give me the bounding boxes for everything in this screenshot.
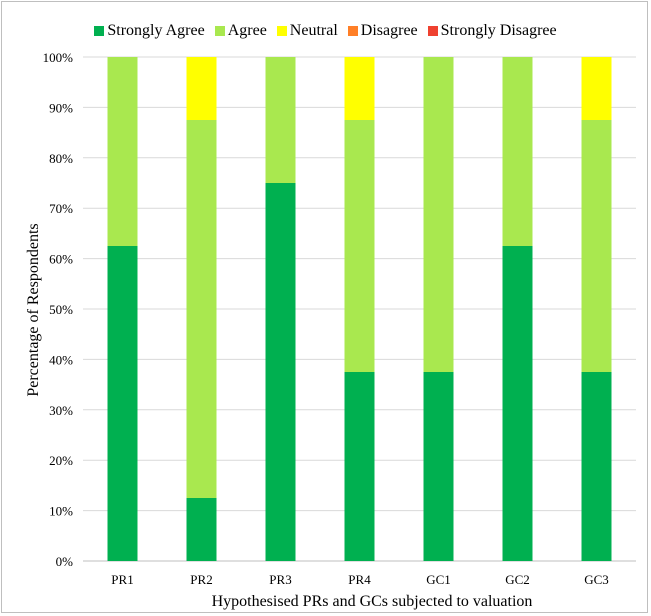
x-tick-label: GC1 — [426, 572, 451, 587]
bar-segment-neutral — [186, 57, 217, 120]
bar-segment-strongly-agree — [265, 183, 296, 561]
x-tick-label: PR2 — [190, 572, 212, 587]
legend-item: Strongly Disagree — [427, 22, 557, 40]
y-tick-labels: 0% 10% 20% 30% 40% 50% 60% 70% 80% 90% 100% — [43, 50, 74, 569]
legend-item: Disagree — [347, 22, 418, 40]
x-tick-label: GC3 — [584, 572, 609, 587]
y-tick-label: 40% — [49, 352, 73, 367]
y-tick-label: 60% — [49, 252, 73, 267]
y-tick-label: 90% — [49, 100, 73, 115]
y-tick-label: 70% — [49, 201, 73, 216]
x-tick-label: PR4 — [348, 572, 371, 587]
legend-swatch — [214, 26, 225, 36]
bar-segment-agree — [186, 120, 217, 498]
y-tick-label: 20% — [49, 453, 73, 468]
x-tick-labels: PR1 PR2 PR3 PR4 GC1 GC2 GC3 — [111, 572, 608, 587]
bar-segment-agree — [502, 57, 533, 246]
legend-swatch — [276, 26, 287, 36]
bar-segment-agree — [265, 57, 296, 183]
x-axis-label: Hypothesised PRs and GCs subjected to va… — [212, 593, 533, 610]
x-tick-label: PR3 — [269, 572, 291, 587]
bars — [107, 57, 612, 561]
legend-swatch — [427, 26, 438, 36]
bar-segment-strongly-agree — [344, 372, 375, 561]
legend-label: Neutral — [289, 22, 338, 39]
y-tick-label: 10% — [49, 504, 73, 519]
bar-segment-strongly-agree — [581, 372, 612, 561]
bar-segment-agree — [344, 120, 375, 372]
bar-segment-strongly-agree — [502, 246, 533, 561]
legend-item: Strongly Agree — [94, 22, 205, 40]
x-tick-label: GC2 — [505, 572, 530, 587]
legend-item: Agree — [214, 22, 267, 40]
bar-segment-neutral — [344, 57, 375, 120]
y-tick-label: 100% — [43, 50, 74, 65]
legend-label: Strongly Agree — [107, 22, 205, 39]
x-tick-label: PR1 — [111, 572, 133, 587]
bar-segment-agree — [581, 120, 612, 372]
legend-label: Strongly Disagree — [440, 22, 557, 39]
legend-swatch — [347, 26, 358, 36]
bar-segment-agree — [423, 57, 454, 372]
legend-swatch — [94, 26, 105, 36]
y-tick-label: 30% — [49, 403, 73, 418]
y-tick-label: 0% — [56, 554, 74, 569]
bar-segment-strongly-agree — [423, 372, 454, 561]
chart-legend: Strongly Agree Agree Neutral Disagree Strong… — [0, 20, 651, 42]
bar-segment-agree — [107, 57, 138, 246]
bar-segment-strongly-agree — [186, 498, 217, 561]
legend-label: Disagree — [360, 22, 418, 39]
legend-item: Neutral — [276, 22, 338, 40]
y-tick-label: 80% — [49, 151, 73, 166]
y-axis-label: Percentage of Respondents — [25, 223, 42, 396]
y-tick-label: 50% — [49, 302, 73, 317]
bar-segment-neutral — [581, 57, 612, 120]
legend-label: Agree — [227, 22, 267, 39]
bar-segment-strongly-agree — [107, 246, 138, 561]
